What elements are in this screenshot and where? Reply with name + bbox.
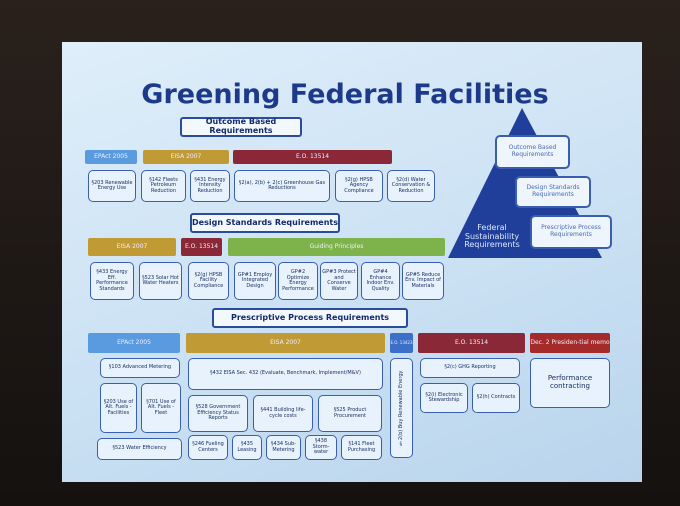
box: §2(h) Contracts [472,383,520,413]
box: §203 Renewable Energy Use [88,170,136,202]
box: §525 Product Procurement [318,395,382,432]
header: EPAct 2005 [85,150,137,164]
box: §141 Fleet Purchasing [341,435,382,460]
box: §2(i) Electronic Stewardship [420,383,468,413]
box: §2(b) Buy Renewable Energy [390,358,413,458]
box: GP#3 Protect and Conserve Water [320,262,358,300]
box: §438 Storm-water [305,435,337,460]
header: E.O. 13514 [418,333,525,353]
box: §103 Advanced Metering [100,358,180,378]
box: §441 Building life-cycle costs [253,395,313,432]
photo: Greening Federal Facilities Outcome Base… [0,0,680,506]
box: §2(c) GHG Reporting [420,358,520,378]
box: §435 Leasing [232,435,262,460]
header: EISA 2007 [186,333,385,353]
box: §2(g) HPSB Agency Compliance [335,170,383,202]
box: §431 Energy Intensity Reduction [190,170,230,202]
box: §246 Fueling Centers [188,435,228,460]
pyramid-level: Outcome Based Requirements [495,135,570,169]
section-heading: Outcome Based Requirements [180,117,302,137]
box: §523 Solar Hot Water Heaters [139,262,182,300]
header: Guiding Principles [228,238,445,256]
pyramid-level: Prescriptive Process Requirements [530,215,612,249]
box: GP#1 Employ Integrated Design [234,262,276,300]
section-heading: Design Standards Requirements [190,213,340,233]
box: §434 Sub-Metering [266,435,301,460]
box: GP#2 Optimize Energy Performance [278,262,318,300]
header: EISA 2007 [88,238,176,256]
title: Greening Federal Facilities [120,78,570,112]
header: E.O. 13514 [233,150,392,164]
box: §142 Fleets Petroleum Reduction [141,170,186,202]
box: §701 Use of Alt. Fuels - Fleet [141,383,181,433]
box: §203 Use of Alt. Fuels - Facilities [100,383,137,433]
header: Dec. 2 Presiden-tial memo [530,333,610,353]
header: EISA 2007 [143,150,229,164]
box: §523 Water Efficiency [97,438,182,460]
header: E.O. 13423 [390,333,413,353]
box: §2(a), 2(b) + 2(c) Greenhouse Gas Reduct… [234,170,330,202]
pyramid-label: Federal Sustainability Requirements [452,218,532,256]
box: GP#5 Reduce Env. Impact of Materials [402,262,444,300]
box: GP#4 Enhance Indoor Env. Quality [361,262,400,300]
box: §2(d) Water Conservation & Reduction [387,170,435,202]
box: Performance contracting [530,358,610,408]
header: E.O. 13514 [181,238,222,256]
box: §432 EISA Sec. 432 (Evaluate, Benchmark,… [188,358,383,390]
section-heading: Prescriptive Process Requirements [212,308,408,328]
box: §433 Energy Eff. Performance Standards [90,262,134,300]
box: §2(g) HPSB Facility Compliance [188,262,229,300]
header: EPAct 2005 [88,333,180,353]
box: §528 Government Efficiency Status Report… [188,395,248,432]
pyramid-level: Design Standards Requirements [515,176,591,208]
